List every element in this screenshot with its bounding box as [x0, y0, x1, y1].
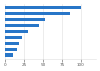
Bar [6, 53, 13, 57]
Bar [6, 48, 17, 51]
Bar [6, 42, 19, 45]
Bar [6, 12, 70, 15]
Bar [6, 30, 28, 33]
Bar [6, 6, 81, 9]
Bar [6, 18, 45, 21]
Bar [6, 24, 39, 27]
Bar [6, 36, 22, 39]
